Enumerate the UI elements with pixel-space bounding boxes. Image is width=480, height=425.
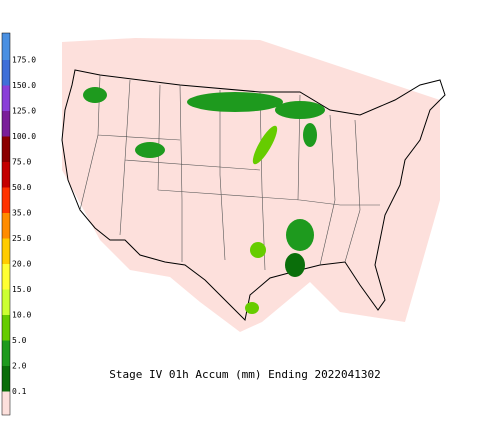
legend-swatch — [2, 85, 10, 111]
color-legend: 175.0 150.0 125.0 100.0 75.0 50.0 35.0 25.0 20.0… — [1, 32, 36, 416]
precip-area — [187, 92, 283, 112]
legend-swatch — [2, 187, 10, 213]
legend-label: 20.0 — [12, 260, 31, 269]
precip-area — [285, 253, 305, 277]
precip-area — [83, 87, 107, 103]
precip-area — [135, 142, 165, 158]
legend-swatch — [2, 136, 10, 162]
precip-area — [286, 219, 314, 251]
country-border — [61, 69, 446, 322]
legend-swatch — [2, 238, 10, 264]
legend-swatch — [2, 213, 10, 239]
legend-swatch — [2, 111, 10, 137]
legend-label: 175.0 — [12, 56, 36, 65]
us-outline — [61, 69, 446, 322]
legend-label: 150.0 — [12, 81, 36, 90]
legend-label: 25.0 — [12, 234, 31, 243]
legend-label: 2.0 — [12, 362, 27, 371]
legend-swatch — [2, 391, 10, 415]
legend-swatch — [2, 315, 10, 341]
legend-label: 0.1 — [12, 387, 27, 396]
precip-area — [245, 302, 259, 314]
legend-swatch — [2, 366, 10, 392]
state-lines — [79, 74, 380, 271]
legend-label: 5.0 — [12, 336, 27, 345]
precip-area — [250, 242, 266, 258]
legend-label: 50.0 — [12, 183, 31, 192]
legend-label: 10.0 — [12, 311, 31, 320]
legend-label: 35.0 — [12, 209, 31, 218]
legend-swatch — [2, 33, 10, 60]
legend-swatch — [2, 340, 10, 366]
legend-frame — [1, 32, 11, 416]
legend-swatch — [2, 289, 10, 315]
legend-swatch — [2, 60, 10, 86]
precip-area — [303, 123, 317, 147]
precip-areas — [83, 87, 325, 314]
legend-label: 75.0 — [12, 158, 31, 167]
legend-label: 100.0 — [12, 132, 36, 141]
legend-swatch — [2, 162, 10, 188]
map-title: Stage IV 01h Accum (mm) Ending 202204130… — [109, 368, 381, 381]
legend-swatch — [2, 264, 10, 290]
precip-area — [252, 125, 278, 165]
legend-label: 125.0 — [12, 107, 36, 116]
analysis-domain — [62, 38, 440, 332]
legend-label: 15.0 — [12, 285, 31, 294]
precip-area — [275, 101, 325, 119]
